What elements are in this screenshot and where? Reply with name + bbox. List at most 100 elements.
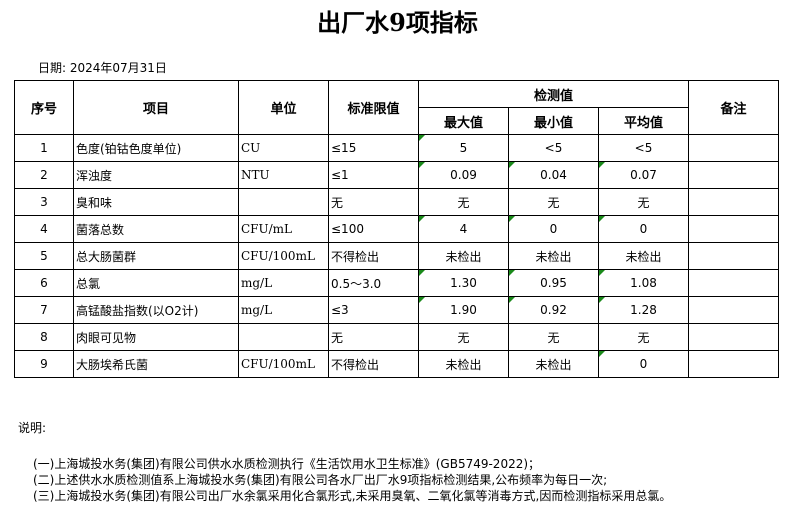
seq-value: 5 — [40, 249, 48, 263]
cell-avg: 无 — [598, 188, 689, 216]
cell-unit — [238, 323, 329, 351]
cell-limit: ≤1 — [328, 161, 419, 189]
cell-avg: 1.08 — [598, 269, 689, 297]
max-value: 0.09 — [450, 168, 477, 182]
cell-limit: 无 — [328, 188, 419, 216]
item-value: 大肠埃希氏菌 — [76, 357, 149, 372]
min-value: 0.95 — [540, 276, 567, 290]
max-value: 未检出 — [445, 249, 482, 264]
header-unit: 单位 — [238, 80, 329, 135]
avg-value: 1.08 — [630, 276, 657, 290]
water-quality-table: 序号 项目 单位 标准限值 检测值 备注 最大值 最小值 平均值 1 色度(铂钴色… — [14, 80, 779, 378]
max-value: 5 — [459, 141, 468, 155]
limit-value: 0.5～3.0 — [331, 276, 382, 291]
cell-item: 臭和味 — [73, 188, 239, 216]
table-row: 2 浑浊度 NTU ≤1 0.09 0.04 0.07 — [14, 161, 779, 189]
min-value: 未检出 — [535, 357, 572, 372]
avg-value: 0.07 — [630, 168, 657, 182]
cell-unit: CFU/100mL — [238, 350, 329, 378]
header-measured: 检测值 — [418, 80, 689, 108]
error-indicator-icon — [509, 216, 515, 222]
min-value: 0.92 — [540, 303, 567, 317]
cell-avg: 0 — [598, 215, 689, 243]
cell-limit: ≤3 — [328, 296, 419, 324]
cell-limit: 不得检出 — [328, 242, 419, 270]
cell-max: 1.30 — [418, 269, 509, 297]
max-value: 1.30 — [450, 276, 477, 290]
cell-seq: 3 — [14, 188, 74, 216]
item-value: 臭和味 — [76, 195, 113, 210]
cell-item: 高锰酸盐指数(以O2计) — [73, 296, 239, 324]
item-value: 浑浊度 — [76, 168, 113, 183]
item-value: 色度(铂钴色度单位) — [76, 141, 182, 156]
header-max: 最大值 — [418, 107, 509, 135]
header-avg: 平均值 — [598, 107, 689, 135]
cell-remark — [688, 350, 779, 378]
cell-min: 未检出 — [508, 242, 599, 270]
cell-seq: 8 — [14, 323, 74, 351]
cell-item: 色度(铂钴色度单位) — [73, 134, 239, 162]
note-3: (三)上海城投水务(集团)有限公司出厂水余氯采用化合氯形式,未采用臭氧、二氧化氯… — [33, 489, 672, 503]
avg-value: <5 — [634, 141, 653, 155]
error-indicator-icon — [599, 162, 605, 168]
unit-value: CU — [241, 141, 261, 155]
error-indicator-icon — [509, 162, 515, 168]
cell-seq: 9 — [14, 350, 74, 378]
header-remark: 备注 — [688, 80, 779, 135]
cell-remark — [688, 134, 779, 162]
report-date: 日期: 2024年07月31日 — [38, 61, 167, 75]
cell-remark — [688, 161, 779, 189]
seq-value: 8 — [40, 330, 48, 344]
cell-seq: 1 — [14, 134, 74, 162]
cell-min: 无 — [508, 323, 599, 351]
cell-limit: 无 — [328, 323, 419, 351]
avg-value: 无 — [637, 195, 650, 210]
cell-avg: 1.28 — [598, 296, 689, 324]
cell-max: 4 — [418, 215, 509, 243]
cell-limit: 0.5～3.0 — [328, 269, 419, 297]
header-item: 项目 — [73, 80, 239, 135]
max-value: 无 — [457, 330, 470, 345]
table-row: 9 大肠埃希氏菌 CFU/100mL 不得检出 未检出 未检出 0 — [14, 350, 779, 378]
min-value: 无 — [547, 330, 560, 345]
unit-value: CFU/100mL — [241, 357, 315, 371]
error-indicator-icon — [599, 351, 605, 357]
max-value: 1.90 — [450, 303, 477, 317]
error-indicator-icon — [419, 270, 425, 276]
error-indicator-icon — [599, 297, 605, 303]
limit-value: ≤15 — [331, 141, 357, 155]
cell-item: 总大肠菌群 — [73, 242, 239, 270]
limit-value: ≤100 — [331, 222, 364, 236]
cell-seq: 6 — [14, 269, 74, 297]
cell-unit: mg/L — [238, 296, 329, 324]
cell-seq: 5 — [14, 242, 74, 270]
table-row: 5 总大肠菌群 CFU/100mL 不得检出 未检出 未检出 未检出 — [14, 242, 779, 270]
note-2: (二)上述供水水质检测值系上海城投水务(集团)有限公司各水厂出厂水9项指标检测结… — [33, 473, 608, 487]
cell-limit: ≤100 — [328, 215, 419, 243]
avg-value: 1.28 — [630, 303, 657, 317]
error-indicator-icon — [509, 297, 515, 303]
cell-max: 1.90 — [418, 296, 509, 324]
error-indicator-icon — [419, 162, 425, 168]
error-indicator-icon — [599, 216, 605, 222]
header-seq: 序号 — [14, 80, 74, 135]
item-value: 总氯 — [76, 276, 101, 291]
cell-avg: 未检出 — [598, 242, 689, 270]
cell-avg: 0.07 — [598, 161, 689, 189]
error-indicator-icon — [599, 270, 605, 276]
table-row: 3 臭和味 无 无 无 无 — [14, 188, 779, 216]
seq-value: 3 — [40, 195, 48, 209]
cell-seq: 7 — [14, 296, 74, 324]
avg-value: 无 — [637, 330, 650, 345]
cell-min: <5 — [508, 134, 599, 162]
error-indicator-icon — [509, 270, 515, 276]
max-value: 4 — [459, 222, 468, 236]
avg-value: 0 — [639, 222, 648, 236]
seq-value: 1 — [40, 141, 48, 155]
cell-unit: NTU — [238, 161, 329, 189]
limit-value: ≤3 — [331, 303, 349, 317]
limit-value: 无 — [331, 330, 344, 345]
cell-max: 0.09 — [418, 161, 509, 189]
avg-value: 0 — [639, 357, 648, 371]
unit-value: mg/L — [241, 303, 273, 317]
